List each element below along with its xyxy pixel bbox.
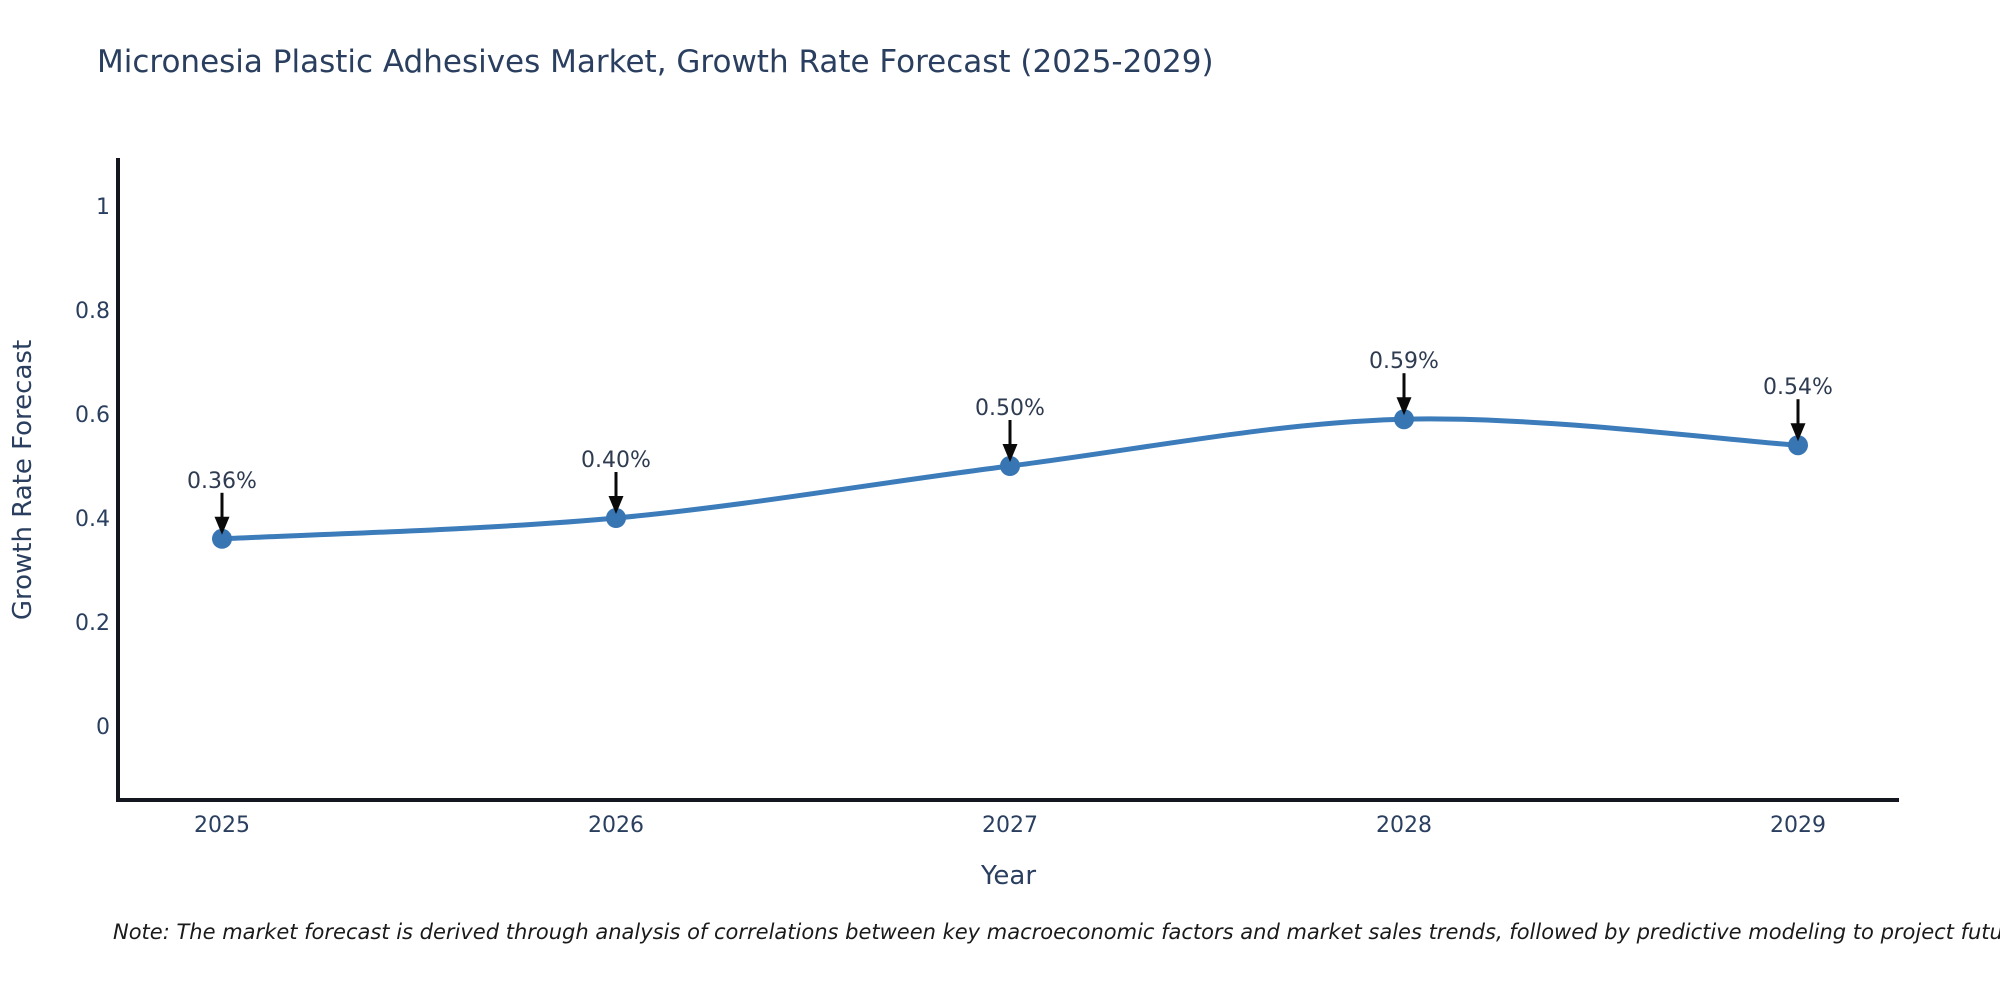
annotation-arrowhead-icon [608, 496, 624, 514]
footnote: Note: The market forecast is derived thr… [113, 920, 2000, 944]
y-tick-label: 0.2 [75, 611, 110, 636]
annotation-label: 0.54% [1763, 375, 1833, 400]
x-tick-label: 2026 [588, 813, 644, 838]
y-tick-label: 1 [96, 195, 110, 220]
annotation-label: 0.36% [187, 469, 257, 494]
annotation-arrowhead-icon [214, 516, 230, 535]
x-axis-title: Year [980, 861, 1037, 891]
data-point-marker [1394, 409, 1414, 430]
annotation-arrowhead-icon [1002, 444, 1018, 462]
annotation-arrowhead-icon [1396, 397, 1412, 416]
annotation-label: 0.59% [1369, 349, 1439, 374]
x-tick-label: 2027 [982, 813, 1038, 838]
y-axis-title: Growth Rate Forecast [8, 339, 38, 621]
data-point-marker [212, 528, 232, 549]
y-tick-label: 0.8 [75, 299, 110, 324]
chart-title: Micronesia Plastic Adhesives Market, Gro… [97, 44, 1214, 80]
annotation-label: 0.40% [581, 448, 651, 473]
y-tick-label: 0 [96, 715, 110, 740]
x-tick-label: 2028 [1376, 813, 1432, 838]
data-point-marker [606, 508, 626, 528]
x-tick-label: 2025 [194, 813, 250, 838]
annotation-label: 0.50% [975, 396, 1045, 421]
data-point-marker [1000, 456, 1020, 476]
data-point-marker [1788, 435, 1808, 456]
y-tick-label: 0.6 [75, 403, 110, 428]
y-tick-label: 0.4 [75, 507, 110, 532]
x-tick-label: 2029 [1770, 813, 1826, 838]
annotation-arrowhead-icon [1790, 423, 1806, 442]
